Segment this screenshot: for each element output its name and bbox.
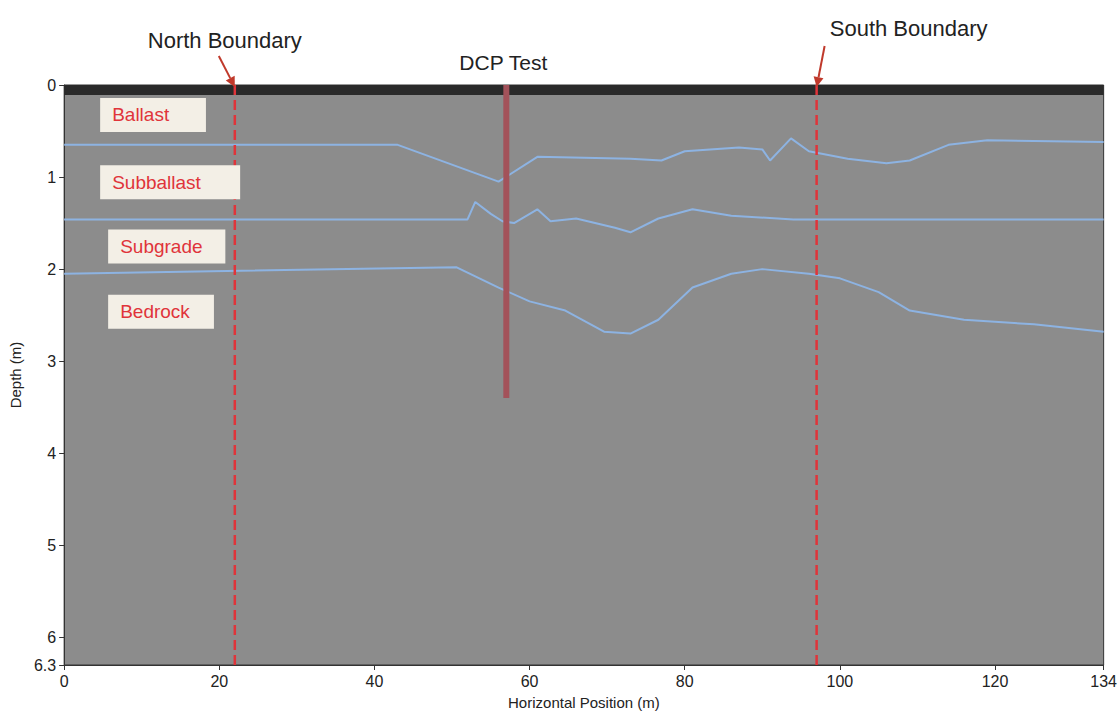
svg-text:Horizontal Position (m): Horizontal Position (m) [508,694,660,711]
svg-text:Ballast: Ballast [112,104,170,125]
svg-text:2: 2 [47,261,56,278]
svg-text:4: 4 [47,445,56,462]
svg-text:DCP Test: DCP Test [459,51,547,74]
svg-text:Subballast: Subballast [112,172,201,193]
svg-text:40: 40 [366,673,384,690]
svg-text:134: 134 [1090,673,1117,690]
svg-text:0: 0 [60,673,69,690]
svg-text:100: 100 [827,673,854,690]
svg-text:Bedrock: Bedrock [120,301,190,322]
svg-text:South Boundary: South Boundary [830,16,988,41]
svg-text:1: 1 [47,169,56,186]
svg-text:60: 60 [521,673,539,690]
svg-text:20: 20 [210,673,228,690]
svg-text:5: 5 [47,537,56,554]
svg-text:0: 0 [47,77,56,94]
svg-text:3: 3 [47,353,56,370]
svg-text:Subgrade: Subgrade [120,236,202,257]
svg-text:North Boundary: North Boundary [148,28,302,53]
svg-text:80: 80 [676,673,694,690]
svg-text:120: 120 [982,673,1009,690]
svg-text:6.3: 6.3 [34,657,56,674]
svg-text:Depth (m): Depth (m) [7,342,24,409]
svg-text:6: 6 [47,629,56,646]
